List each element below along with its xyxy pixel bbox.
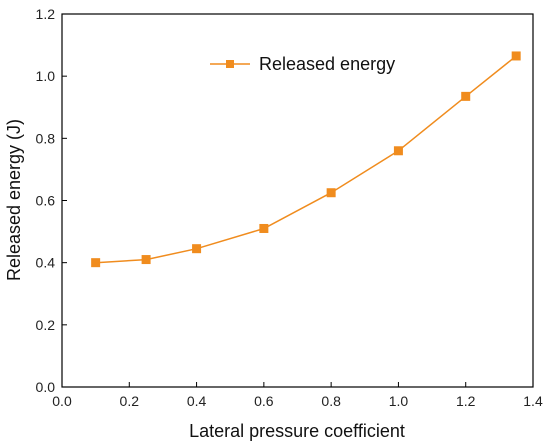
data-point (91, 258, 101, 268)
x-tick-label: 0.0 (52, 393, 72, 409)
data-point (326, 188, 336, 198)
x-tick-label: 0.6 (254, 393, 274, 409)
series-group (91, 51, 521, 268)
x-tick-label: 1.0 (389, 393, 409, 409)
data-point (259, 223, 269, 233)
series-line (95, 55, 517, 264)
y-tick-label: 0.2 (36, 317, 56, 333)
x-tick-label: 0.2 (120, 393, 140, 409)
legend: Released energy (210, 54, 395, 74)
y-axis-title: Released energy (J) (4, 119, 24, 281)
y-tick-label: 0.0 (36, 379, 56, 395)
axis-ticks: 0.0 0.2 0.4 0.6 0.8 1.0 1.2 1.4 0.0 0.2 0.4 0.6 0.8 1… (36, 6, 543, 409)
data-point (393, 146, 403, 156)
y-tick-label: 1.2 (36, 6, 56, 22)
x-tick-label: 0.4 (187, 393, 207, 409)
data-point (141, 255, 151, 265)
y-tick-label: 0.6 (36, 193, 56, 209)
x-tick-label: 0.8 (321, 393, 341, 409)
data-point (192, 244, 202, 254)
x-tick-label: 1.2 (456, 393, 476, 409)
legend-marker (226, 60, 234, 68)
y-tick-label: 0.4 (36, 255, 56, 271)
data-point (511, 51, 521, 61)
y-tick-label: 0.8 (36, 130, 56, 146)
x-tick-label: 1.4 (523, 393, 543, 409)
legend-label: Released energy (259, 54, 395, 74)
y-tick-label: 1.0 (36, 68, 56, 84)
data-point (461, 91, 471, 101)
x-axis-title: Lateral pressure coefficient (189, 421, 405, 441)
